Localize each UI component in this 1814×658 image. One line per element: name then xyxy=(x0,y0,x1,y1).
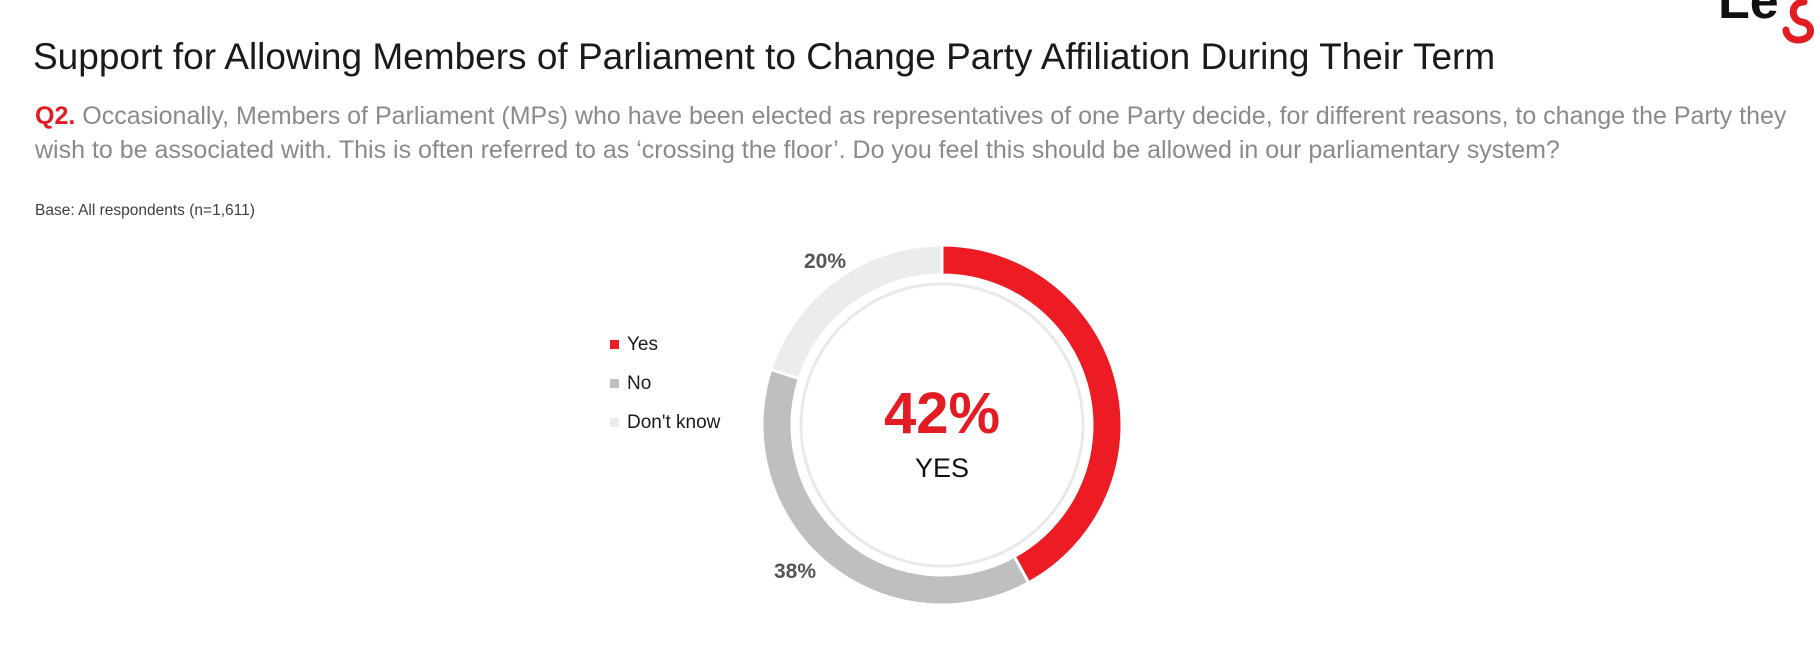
logo-mark-shape xyxy=(1782,0,1814,44)
legend-label-dont-know: Don't know xyxy=(627,411,721,433)
legend-item-yes: Yes xyxy=(610,325,720,364)
legend-label-no: No xyxy=(627,372,652,394)
question-body: Occasionally, Members of Parliament (MPs… xyxy=(35,102,1787,164)
data-label-no: 38% xyxy=(774,560,816,583)
brand-logo-icon: Le xyxy=(1718,0,1814,44)
donut-slices xyxy=(760,243,1124,607)
legend-swatch-yes xyxy=(610,340,619,349)
question-text: Q2. Occasionally, Members of Parliament … xyxy=(35,99,1795,167)
data-label-dont-know: 20% xyxy=(804,250,846,273)
question-label: Q2. xyxy=(35,102,76,130)
legend-item-no: No xyxy=(610,364,720,403)
chart-legend: Yes No Don't know xyxy=(610,325,720,442)
base-note: Base: All respondents (n=1,611) xyxy=(35,202,255,219)
center-value: 42% xyxy=(884,381,1000,446)
center-caption: YES xyxy=(915,453,969,483)
donut-slice-dont-know xyxy=(768,243,944,381)
legend-item-dont-know: Don't know xyxy=(610,403,720,442)
legend-swatch-dont-know xyxy=(610,418,619,427)
page-title: Support for Allowing Members of Parliame… xyxy=(33,36,1496,77)
donut-inner-ring xyxy=(799,282,1085,568)
svg-text:Le: Le xyxy=(1718,0,1779,30)
legend-label-yes: Yes xyxy=(627,333,658,355)
legend-swatch-no xyxy=(610,379,619,388)
